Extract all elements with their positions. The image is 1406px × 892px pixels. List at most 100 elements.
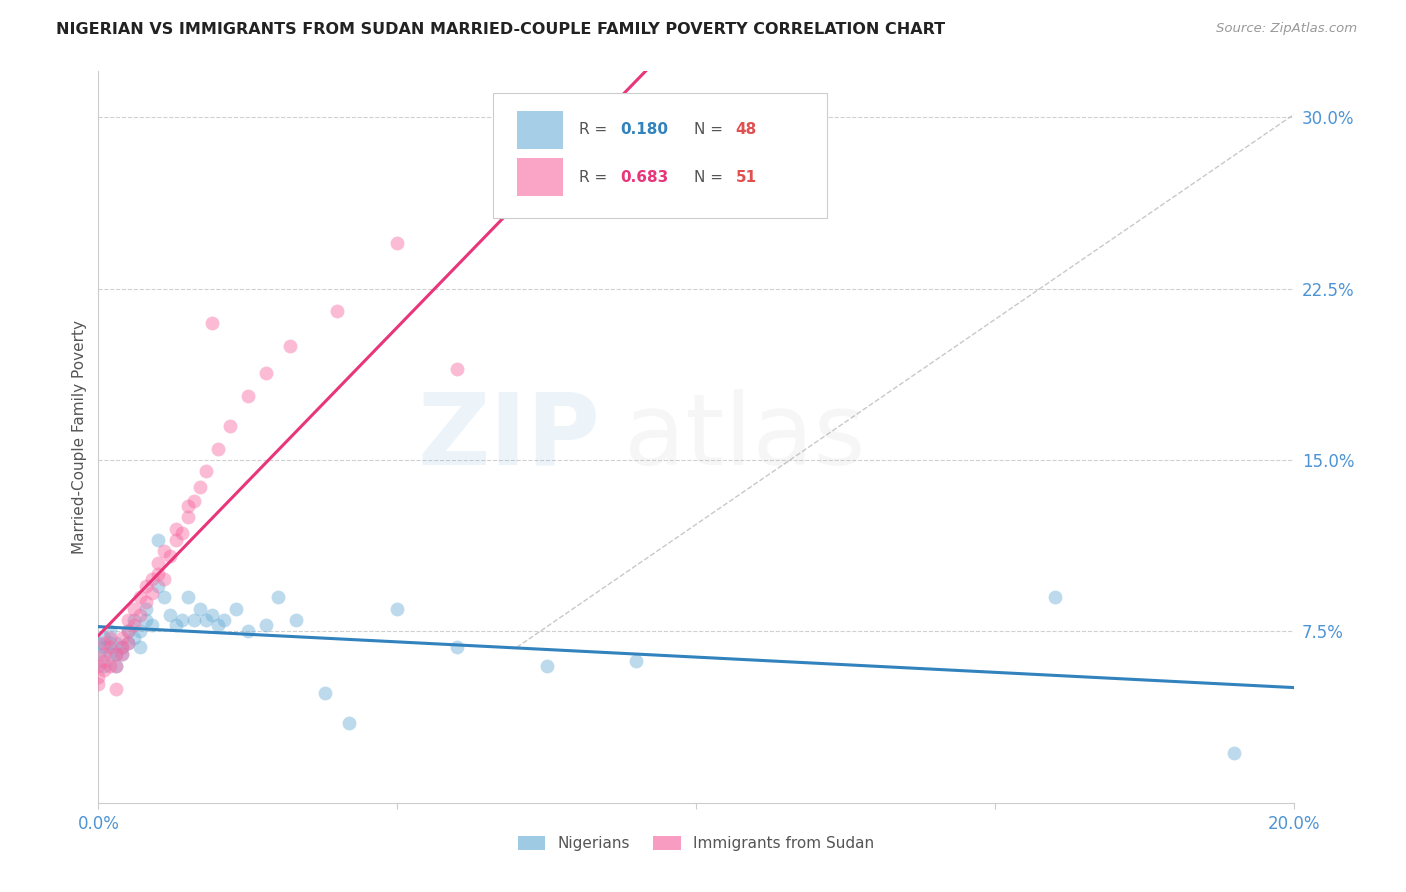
Point [655,190,678,204]
Point [105,647,128,661]
Point [98,647,122,661]
Point [207,617,229,632]
Text: 51: 51 [735,169,756,185]
Point [278,338,301,352]
Point [117,624,139,639]
Point [201,608,224,623]
Point [446,640,468,655]
Point [111,640,134,655]
Point [236,624,259,639]
Text: N =: N = [693,122,727,137]
Point [165,521,187,535]
Point [153,590,176,604]
Point [93,647,115,661]
Legend: Nigerians, Immigrants from Sudan: Nigerians, Immigrants from Sudan [512,830,880,857]
Point [87,677,110,691]
Point [159,608,181,623]
Point [201,316,224,330]
Text: N =: N = [693,169,727,185]
FancyBboxPatch shape [517,111,564,149]
Point [536,658,558,673]
Text: Source: ZipAtlas.com: Source: ZipAtlas.com [1216,22,1357,36]
Point [124,632,146,646]
Text: atlas: atlas [624,389,866,485]
Point [141,585,163,599]
Point [148,533,170,547]
Point [93,636,115,650]
Point [254,366,277,380]
Point [188,601,211,615]
Point [177,499,200,513]
Point [626,654,648,668]
Point [135,579,157,593]
Text: ZIP: ZIP [418,389,600,485]
Point [111,632,134,646]
Point [93,658,115,673]
Point [105,658,128,673]
Point [98,636,122,650]
Point [148,579,170,593]
Point [207,442,229,456]
Point [129,640,152,655]
Point [172,613,194,627]
Point [254,617,277,632]
Point [267,590,290,604]
Point [177,510,200,524]
Point [124,613,146,627]
Point [111,647,134,661]
Text: 48: 48 [735,122,756,137]
Point [135,613,157,627]
Point [165,533,187,547]
Point [565,178,588,193]
Point [165,617,187,632]
Point [183,613,205,627]
Point [98,658,122,673]
Point [225,601,247,615]
Point [148,567,170,582]
Point [153,544,176,558]
Point [183,494,205,508]
Point [195,464,218,478]
Point [129,608,152,623]
Point [124,617,146,632]
Point [98,624,122,639]
Text: R =: R = [579,169,612,185]
Point [105,636,128,650]
Point [87,636,110,650]
Y-axis label: Married-Couple Family Poverty: Married-Couple Family Poverty [72,320,87,554]
Point [98,640,122,655]
Point [135,601,157,615]
Point [219,418,242,433]
Point [111,640,134,655]
Point [236,389,259,403]
Point [159,549,181,563]
Point [87,647,110,661]
Point [111,647,134,661]
Point [105,681,128,696]
Point [129,624,152,639]
Point [93,632,115,646]
Point [124,601,146,615]
Point [177,590,200,604]
Point [195,613,218,627]
Point [148,556,170,570]
FancyBboxPatch shape [494,94,828,218]
Point [117,624,139,639]
Point [188,480,211,494]
Text: R =: R = [579,122,612,137]
Point [1223,746,1246,760]
Point [446,361,468,376]
Point [141,572,163,586]
Point [98,632,122,646]
Point [153,572,176,586]
Point [326,304,349,318]
Point [93,654,115,668]
Point [172,526,194,541]
Text: 0.683: 0.683 [620,169,669,185]
Point [87,670,110,684]
Point [315,686,337,700]
Text: NIGERIAN VS IMMIGRANTS FROM SUDAN MARRIED-COUPLE FAMILY POVERTY CORRELATION CHAR: NIGERIAN VS IMMIGRANTS FROM SUDAN MARRIE… [56,22,945,37]
Point [117,613,139,627]
Point [117,636,139,650]
Point [93,663,115,677]
